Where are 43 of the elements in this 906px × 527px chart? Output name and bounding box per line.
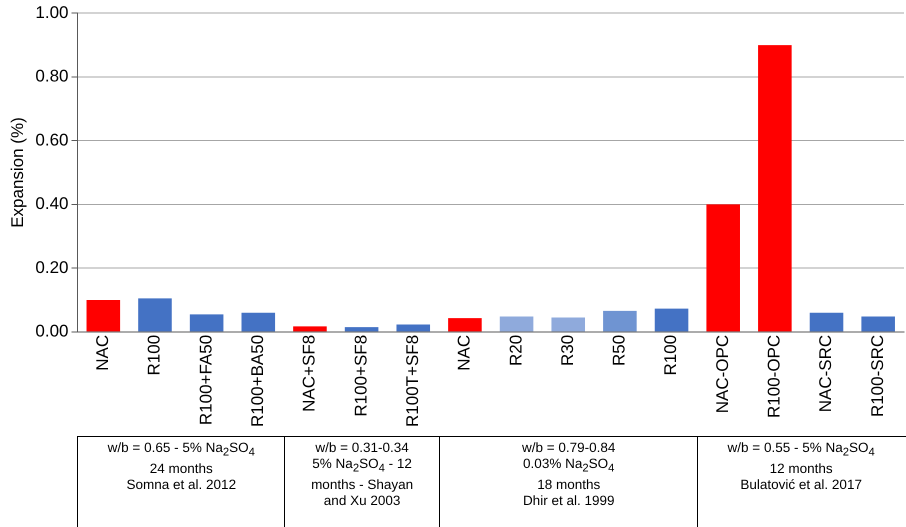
- y-tick-label: 0.20: [35, 258, 68, 277]
- y-axis-title: Expansion (%): [8, 117, 27, 228]
- x-tick-label: R100T+SF8: [402, 334, 422, 427]
- bar: [448, 318, 482, 332]
- x-tick-label: R100: [144, 334, 164, 376]
- y-tick-label: 0.40: [35, 194, 68, 214]
- bar: [551, 318, 586, 332]
- y-tick-label: 0.60: [35, 130, 68, 150]
- x-tick-label: NAC: [454, 334, 474, 371]
- x-tick-label: R100+BA50: [248, 334, 267, 427]
- x-tick-label: R50: [610, 334, 629, 366]
- text: w/b = 0.65 - 5% Na$_{2}$SO$_{4}$ 24 months Somna et al. 2012: [108, 440, 255, 492]
- bar: [654, 308, 688, 332]
- y-tick-label: 1.00: [35, 2, 68, 22]
- text: w/b = 0.79-0.84 0.03% Na$_{2}$SO$_{4}$ 18 months Dhir et al. 1999: [439, 437, 698, 527]
- y-tick-label: 0.80: [35, 66, 68, 86]
- x-tick-label: R100+SF8: [351, 334, 370, 417]
- x-tick-label: R100: [661, 334, 680, 376]
- bar: [603, 310, 637, 332]
- x-tick-label: R20: [506, 334, 526, 366]
- bar: [500, 316, 534, 332]
- bar: [344, 327, 378, 332]
- x-tick-label: R100-SRC: [868, 334, 887, 418]
- x-tick-label: R30: [558, 334, 577, 366]
- x-tick-label: NAC-OPC: [712, 334, 732, 414]
- bar: [138, 298, 172, 332]
- bar: [706, 204, 740, 332]
- x-tick-label: NAC+SF8: [300, 334, 319, 412]
- bar: [810, 312, 844, 332]
- bar: [190, 314, 224, 332]
- x-tick-label: NAC-SRC: [816, 334, 836, 412]
- bar: [396, 324, 430, 332]
- text: w/b = 0.31-0.34 5% Na$_{2}$SO$_{4}$ - 12 months - Shayan and Xu 2003: [284, 437, 440, 527]
- text: w/b = 0.55 - 5% Na$_{2}$SO$_{4}$ 12 months Bulatović et al. 2017: [728, 440, 875, 492]
- y-tick-label: 0.00: [35, 322, 68, 341]
- x-tick-label: NAC: [93, 334, 112, 371]
- x-tick-label: R100-OPC: [764, 334, 784, 418]
- x-tick-label: R100+FA50: [196, 334, 216, 426]
- bar: [861, 316, 895, 332]
- bar: [242, 312, 276, 332]
- bar: [293, 326, 327, 332]
- bar: [758, 45, 792, 332]
- bar: [86, 300, 120, 332]
